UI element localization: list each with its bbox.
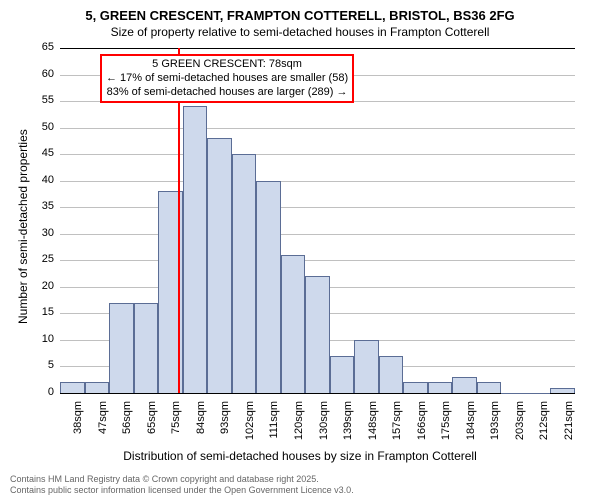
histogram-bar <box>477 382 502 393</box>
histogram-bar <box>452 377 477 393</box>
xtick-label: 175sqm <box>440 401 452 451</box>
histogram-bar <box>207 138 232 393</box>
title-sub: Size of property relative to semi-detach… <box>0 25 600 39</box>
y-axis-label: Number of semi-detached properties <box>16 129 30 324</box>
annotation-line: 83% of semi-detached houses are larger (… <box>106 86 348 100</box>
xtick-label: 93sqm <box>219 401 231 451</box>
xtick-label: 47sqm <box>97 401 109 451</box>
gridline <box>60 154 575 155</box>
ytick-label: 0 <box>30 386 54 398</box>
x-axis-label: Distribution of semi-detached houses by … <box>0 449 600 463</box>
annotation-line: 5 GREEN CRESCENT: 78sqm <box>106 58 348 72</box>
histogram-bar <box>109 303 134 393</box>
footer-line: Contains HM Land Registry data © Crown c… <box>10 474 354 485</box>
ytick-label: 20 <box>30 280 54 292</box>
histogram-bar <box>232 154 257 393</box>
xtick-label: 184sqm <box>465 401 477 451</box>
footer-line: Contains public sector information licen… <box>10 485 354 496</box>
gridline <box>60 181 575 182</box>
ytick-label: 50 <box>30 121 54 133</box>
xtick-label: 38sqm <box>72 401 84 451</box>
histogram-bar <box>354 340 379 393</box>
ytick-label: 60 <box>30 68 54 80</box>
title-main: 5, GREEN CRESCENT, FRAMPTON COTTERELL, B… <box>0 8 600 23</box>
xtick-label: 65sqm <box>146 401 158 451</box>
histogram-bar <box>379 356 404 393</box>
histogram-bar <box>305 276 330 393</box>
gridline <box>60 207 575 208</box>
annotation-line: ← 17% of semi-detached houses are smalle… <box>106 72 348 86</box>
chart-root: 5, GREEN CRESCENT, FRAMPTON COTTERELL, B… <box>0 0 600 500</box>
footer: Contains HM Land Registry data © Crown c… <box>10 474 354 496</box>
ytick-label: 65 <box>30 41 54 53</box>
xtick-label: 193sqm <box>489 401 501 451</box>
histogram-bar <box>256 181 281 393</box>
ytick-label: 40 <box>30 174 54 186</box>
xtick-label: 221sqm <box>563 401 575 451</box>
histogram-bar <box>85 382 110 393</box>
ytick-label: 55 <box>30 94 54 106</box>
xtick-label: 84sqm <box>195 401 207 451</box>
xtick-label: 148sqm <box>367 401 379 451</box>
xtick-label: 120sqm <box>293 401 305 451</box>
annotation-box: 5 GREEN CRESCENT: 78sqm← 17% of semi-det… <box>100 54 354 103</box>
histogram-bar <box>281 255 306 393</box>
gridline <box>60 260 575 261</box>
ytick-label: 5 <box>30 359 54 371</box>
xtick-label: 102sqm <box>244 401 256 451</box>
histogram-bar <box>60 382 85 393</box>
xtick-label: 75sqm <box>170 401 182 451</box>
histogram-bar <box>428 382 453 393</box>
histogram-bar <box>526 393 551 394</box>
ytick-label: 45 <box>30 147 54 159</box>
ytick-label: 15 <box>30 306 54 318</box>
titles: 5, GREEN CRESCENT, FRAMPTON COTTERELL, B… <box>0 8 600 39</box>
xtick-label: 111sqm <box>268 401 280 451</box>
histogram-bar <box>183 106 208 393</box>
xtick-label: 139sqm <box>342 401 354 451</box>
histogram-bar <box>330 356 355 393</box>
ytick-label: 10 <box>30 333 54 345</box>
ytick-label: 30 <box>30 227 54 239</box>
xtick-label: 56sqm <box>121 401 133 451</box>
histogram-bar <box>550 388 575 393</box>
xtick-label: 203sqm <box>514 401 526 451</box>
xtick-label: 166sqm <box>416 401 428 451</box>
histogram-bar <box>403 382 428 393</box>
ytick-label: 35 <box>30 200 54 212</box>
histogram-bar <box>501 393 526 394</box>
xtick-label: 157sqm <box>391 401 403 451</box>
gridline <box>60 234 575 235</box>
xtick-label: 212sqm <box>538 401 550 451</box>
xtick-label: 130sqm <box>318 401 330 451</box>
histogram-bar <box>134 303 159 393</box>
ytick-label: 25 <box>30 253 54 265</box>
gridline <box>60 128 575 129</box>
